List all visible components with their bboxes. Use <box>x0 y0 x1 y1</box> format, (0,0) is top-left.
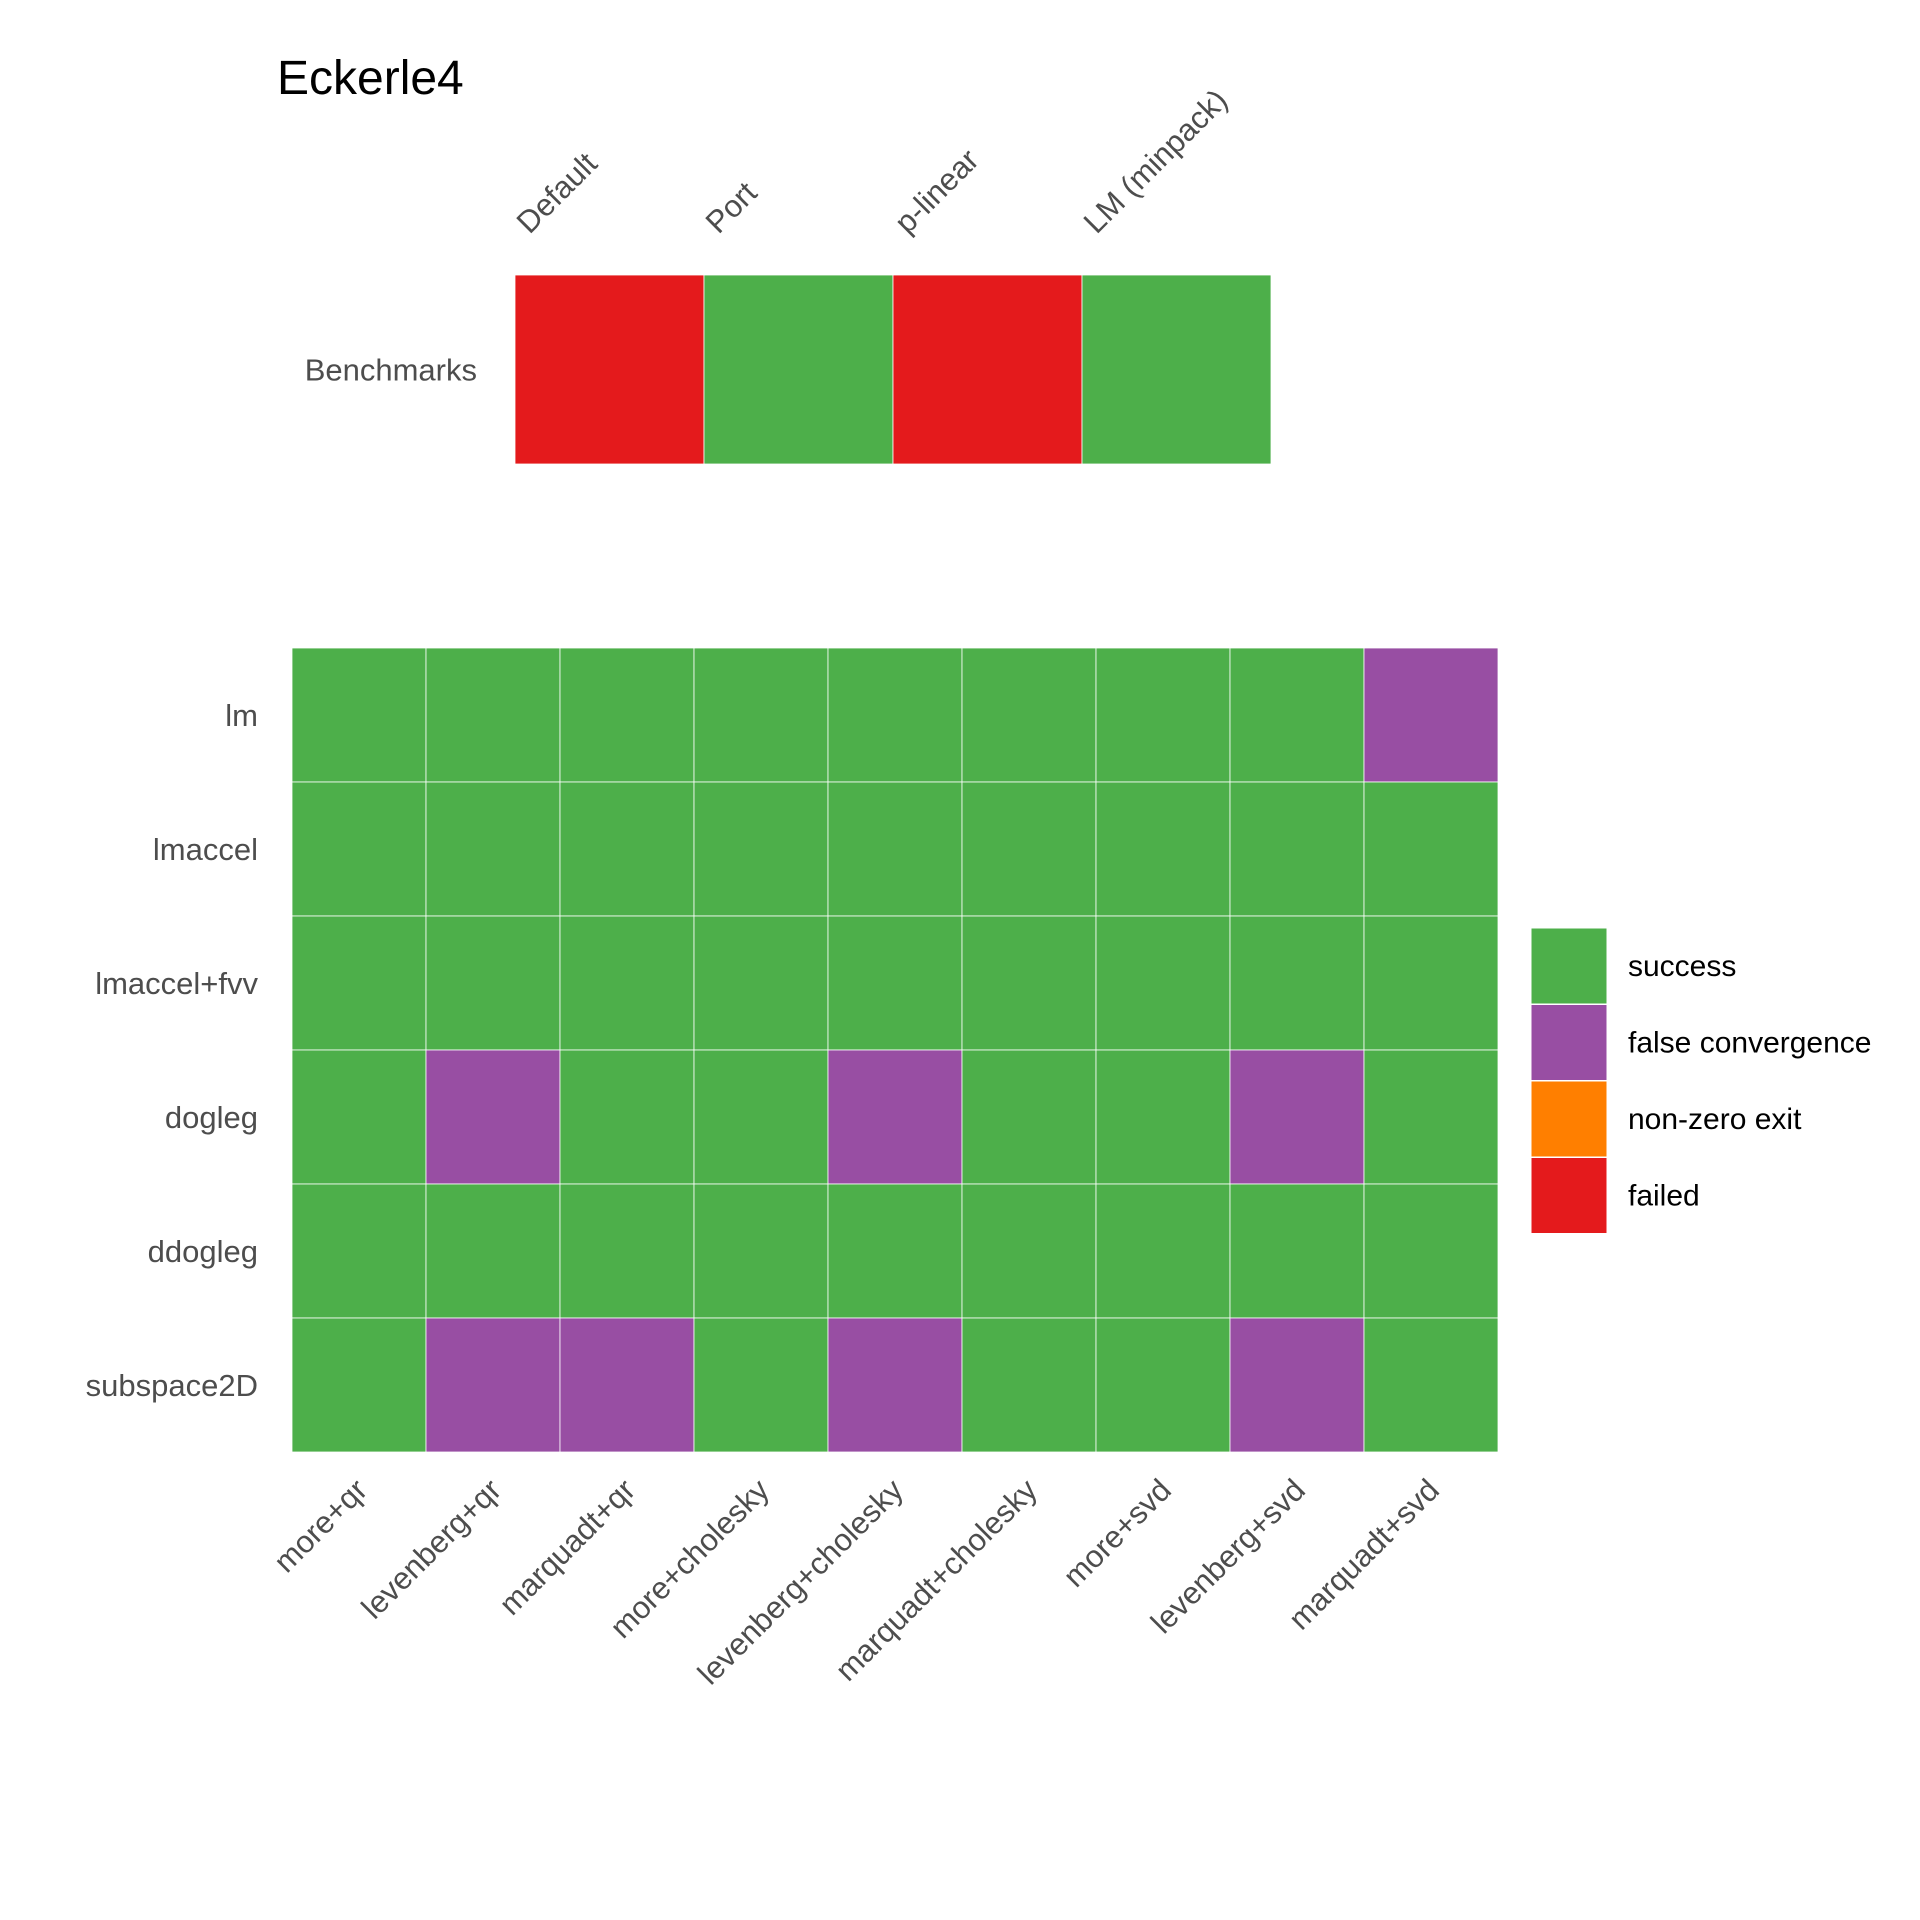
cell-lmaccel-levenberg-svd <box>1229 781 1365 917</box>
cell-benchmarks-lm-minpack <box>1081 274 1272 465</box>
cell-subspace2d-more-cholesky <box>693 1317 829 1453</box>
cell-lmaccel-more-cholesky <box>693 781 829 917</box>
cell-dogleg-marquadt-qr <box>559 1049 695 1185</box>
cell-subspace2d-levenberg-svd <box>1229 1317 1365 1453</box>
legend-swatch-failed <box>1530 1157 1608 1234</box>
x-tick-label: levenberg+qr <box>355 1472 508 1625</box>
cell-benchmarks-default <box>514 274 705 465</box>
x-tick-label: more+svd <box>1056 1472 1178 1594</box>
cell-dogleg-marquadt-cholesky <box>961 1049 1097 1185</box>
cell-dogleg-levenberg-qr <box>425 1049 561 1185</box>
cell-lmaccel-fvv-marquadt-qr <box>559 915 695 1051</box>
cell-subspace2d-marquadt-svd <box>1363 1317 1499 1453</box>
cell-lmaccel-fvv-levenberg-cholesky <box>827 915 963 1051</box>
x-tick-label: Default <box>510 145 604 239</box>
y-tick-label: subspace2D <box>86 1368 258 1403</box>
x-tick-label: p-linear <box>888 142 986 240</box>
cell-dogleg-levenberg-cholesky <box>827 1049 963 1185</box>
x-tick-label: more+qr <box>267 1472 374 1579</box>
cell-dogleg-more-svd <box>1095 1049 1231 1185</box>
x-tick-label: LM (minpack) <box>1077 82 1235 240</box>
cell-lm-levenberg-svd <box>1229 647 1365 783</box>
cell-ddogleg-levenberg-svd <box>1229 1183 1365 1319</box>
x-tick-label: Port <box>699 175 764 240</box>
cell-ddogleg-levenberg-qr <box>425 1183 561 1319</box>
cell-lmaccel-levenberg-qr <box>425 781 561 917</box>
cell-lmaccel-fvv-marquadt-cholesky <box>961 915 1097 1051</box>
cell-lmaccel-marquadt-qr <box>559 781 695 917</box>
cell-lmaccel-marquadt-svd <box>1363 781 1499 917</box>
cell-benchmarks-p-linear <box>892 274 1083 465</box>
cell-lm-levenberg-cholesky <box>827 647 963 783</box>
cell-lm-more-cholesky <box>693 647 829 783</box>
cell-dogleg-more-cholesky <box>693 1049 829 1185</box>
legend-label-failed: failed <box>1628 1180 1700 1213</box>
cell-lm-marquadt-qr <box>559 647 695 783</box>
legend-swatch-non-zero-exit <box>1530 1080 1608 1158</box>
y-tick-label: lmaccel+fvv <box>95 966 258 1001</box>
cell-dogleg-levenberg-svd <box>1229 1049 1365 1185</box>
cell-subspace2d-more-svd <box>1095 1317 1231 1453</box>
legend-swatch-success <box>1530 927 1608 1005</box>
cell-subspace2d-marquadt-qr <box>559 1317 695 1453</box>
benchmarks-heatmap: Benchmarks Default Port p-linear LM (minpack… <box>305 82 1272 465</box>
legend: success false convergence non-zero exit fai… <box>1530 927 1872 1234</box>
cell-lm-more-qr <box>291 647 427 783</box>
legend-label-success: success <box>1628 950 1736 983</box>
cell-ddogleg-marquadt-svd <box>1363 1183 1499 1319</box>
cell-lmaccel-fvv-more-qr <box>291 915 427 1051</box>
cell-lmaccel-more-svd <box>1095 781 1231 917</box>
cell-subspace2d-levenberg-qr <box>425 1317 561 1453</box>
cell-ddogleg-marquadt-cholesky <box>961 1183 1097 1319</box>
cell-lmaccel-more-qr <box>291 781 427 917</box>
cell-ddogleg-levenberg-cholesky <box>827 1183 963 1319</box>
legend-label-non-zero-exit: non-zero exit <box>1628 1103 1802 1136</box>
methods-heatmap: lm lmaccel lmaccel+fvv dogleg ddogleg subspac… <box>86 647 1499 1691</box>
y-tick-label: ddogleg <box>148 1234 258 1269</box>
cell-lm-marquadt-svd <box>1363 647 1499 783</box>
cell-lmaccel-fvv-levenberg-qr <box>425 915 561 1051</box>
cell-dogleg-more-qr <box>291 1049 427 1185</box>
cell-lmaccel-marquadt-cholesky <box>961 781 1097 917</box>
cell-benchmarks-port <box>703 274 894 465</box>
cell-lmaccel-fvv-more-cholesky <box>693 915 829 1051</box>
y-tick-label: lmaccel <box>153 832 258 867</box>
chart-title: Eckerle4 <box>277 52 464 105</box>
cell-ddogleg-more-cholesky <box>693 1183 829 1319</box>
cell-lmaccel-fvv-levenberg-svd <box>1229 915 1365 1051</box>
cell-lmaccel-levenberg-cholesky <box>827 781 963 917</box>
cell-ddogleg-more-svd <box>1095 1183 1231 1319</box>
cell-dogleg-marquadt-svd <box>1363 1049 1499 1185</box>
cell-lm-more-svd <box>1095 647 1231 783</box>
legend-swatch-false-convergence <box>1530 1004 1608 1081</box>
cell-lmaccel-fvv-more-svd <box>1095 915 1231 1051</box>
cell-subspace2d-levenberg-cholesky <box>827 1317 963 1453</box>
cell-ddogleg-more-qr <box>291 1183 427 1319</box>
y-tick-label: dogleg <box>165 1100 258 1135</box>
x-tick-label: marquadt+qr <box>492 1472 642 1622</box>
cell-subspace2d-marquadt-cholesky <box>961 1317 1097 1453</box>
cell-lm-levenberg-qr <box>425 647 561 783</box>
cell-ddogleg-marquadt-qr <box>559 1183 695 1319</box>
cell-lmaccel-fvv-marquadt-svd <box>1363 915 1499 1051</box>
cell-subspace2d-more-qr <box>291 1317 427 1453</box>
y-tick-label: Benchmarks <box>305 353 477 388</box>
legend-label-false-convergence: false convergence <box>1628 1027 1872 1060</box>
y-tick-label: lm <box>225 698 258 733</box>
cell-lm-marquadt-cholesky <box>961 647 1097 783</box>
